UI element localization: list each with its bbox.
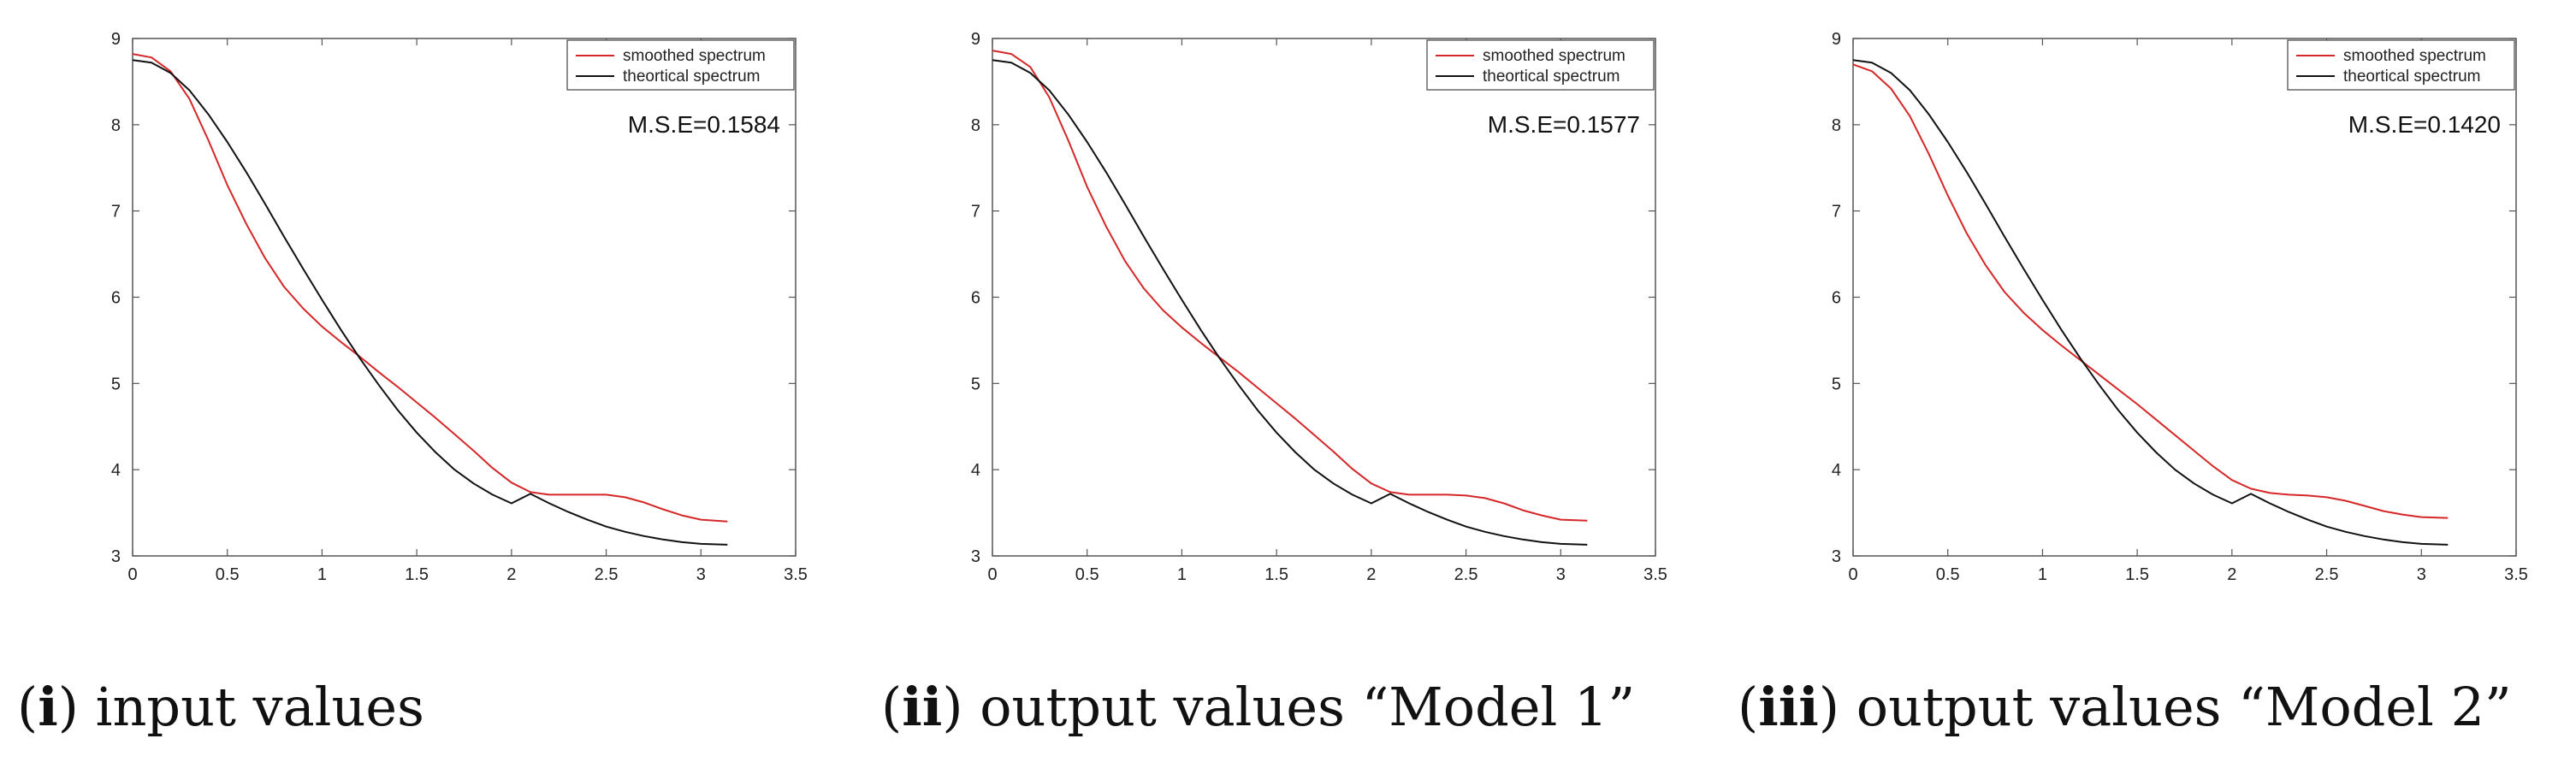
chart-3-x-tick-label: 0 (1848, 565, 1857, 584)
chart-3-series-smoothed-line (1852, 63, 2449, 519)
chart-2-series-smoothed-line (992, 50, 1588, 522)
chart-2-y-tick-label: 5 (971, 375, 980, 393)
chart-2-legend-label-theoretical: theortical spectrum (1483, 68, 1620, 86)
chart-3-x-tick-label: 1 (2038, 565, 2047, 584)
chart-3-caption: (iii) output values “Model 2” (1738, 676, 2512, 738)
chart-1-x-tick-label: 3.5 (784, 565, 808, 584)
chart-3-y-tick-label: 9 (1832, 30, 1841, 49)
chart-3-x-tick-label: 0.5 (1936, 565, 1960, 584)
chart-3-svg: 0 0.5 1 1.5 2 2.5 3 3.5 3 4 5 6 7 8 9 smoothed spectrum… (1832, 30, 2528, 584)
chart-1-x-tick-label: 1.5 (405, 565, 429, 584)
chart-1-x-tick-label: 2.5 (595, 565, 619, 584)
chart-3-caption-number: iii (1758, 676, 1819, 738)
chart-2-svg: 0 0.5 1 1.5 2 2.5 3 3.5 3 4 5 6 7 8 9 smoothed spectrum… (971, 30, 1667, 584)
chart-1-y-tick-label: 8 (111, 116, 121, 135)
chart-2-x-tick-label: 2.5 (1454, 565, 1478, 584)
chart-1-caption: (i) input values (17, 676, 424, 738)
chart-1-x-tick-label: 0 (127, 565, 137, 584)
chart-1-series-smoothed-line (132, 53, 728, 523)
chart-2-y-tick-label: 9 (971, 30, 980, 49)
chart-1-legend-box (566, 39, 795, 91)
chart-3-x-tick-label: 3.5 (2504, 565, 2528, 584)
chart-3-x-tick-label: 3 (2417, 565, 2426, 584)
chart-2-legend-box (1426, 39, 1655, 91)
chart-2-x-tick-label: 2 (1366, 565, 1376, 584)
chart-2-x-tick-label: 3 (1556, 565, 1566, 584)
chart-3-legend-label-smoothed: smoothed spectrum (2343, 47, 2486, 65)
chart-3-y-tick-label: 3 (1832, 547, 1841, 566)
chart-2-y-tick-label: 6 (971, 289, 980, 308)
chart-panel-3: 0 0.5 1 1.5 2 2.5 3 3.5 3 4 5 6 7 8 9 smoothed spectrum… (1720, 0, 2576, 780)
chart-1-caption-text: input values (95, 676, 424, 738)
chart-3-mse-annotation: M.S.E=0.1420 (2348, 111, 2501, 138)
chart-2-y-tick-label: 7 (971, 203, 980, 222)
chart-2-caption-number: ii (902, 676, 943, 738)
chart-1-x-tick-label: 2 (506, 565, 516, 584)
chart-1-y-tick-label: 7 (111, 203, 121, 222)
chart-3-series-theoretical-line (1852, 59, 2449, 546)
chart-1-y-tick-label: 6 (111, 289, 121, 308)
chart-2-series-theoretical-line (992, 59, 1588, 546)
chart-1-x-tick-label: 3 (696, 565, 706, 584)
chart-1-x-tick-label: 0.5 (216, 565, 240, 584)
chart-3-y-tick-label: 8 (1832, 116, 1841, 135)
chart-2-mse-annotation: M.S.E=0.1577 (1488, 111, 1640, 138)
chart-2-x-tick-label: 0 (987, 565, 997, 584)
chart-2-x-tick-label: 3.5 (1643, 565, 1667, 584)
chart-2-caption: (ii) output values “Model 1” (881, 676, 1636, 738)
chart-3-x-tick-label: 2.5 (2315, 565, 2339, 584)
chart-3-legend-label-theoretical: theortical spectrum (2343, 68, 2481, 86)
chart-2-x-tick-label: 1.5 (1264, 565, 1288, 584)
chart-1-x-tick-label: 1 (317, 565, 327, 584)
chart-2-y-tick-label: 3 (971, 547, 980, 566)
chart-3-y-tick-label: 6 (1832, 289, 1841, 308)
chart-1-legend-label-smoothed: smoothed spectrum (623, 47, 766, 65)
chart-1-mse-annotation: M.S.E=0.1584 (628, 111, 780, 138)
chart-3-y-tick-label: 4 (1832, 461, 1841, 480)
chart-2-legend-label-smoothed: smoothed spectrum (1483, 47, 1626, 65)
chart-1-y-tick-label: 9 (111, 30, 121, 49)
chart-1-y-tick-label: 3 (111, 547, 121, 566)
chart-3-y-tick-label: 5 (1832, 375, 1841, 393)
chart-1-svg: 0 0.5 1 1.5 2 2.5 3 3.5 3 4 5 6 7 8 9 smoothed spectrum… (111, 30, 808, 584)
chart-1-y-tick-label: 4 (111, 461, 121, 480)
chart-1-caption-number: i (38, 676, 58, 738)
chart-2-x-tick-label: 0.5 (1075, 565, 1099, 584)
chart-2-caption-text: output values “Model 1” (980, 676, 1636, 738)
chart-3-x-tick-label: 1.5 (2125, 565, 2149, 584)
chart-3-x-tick-label: 2 (2227, 565, 2236, 584)
chart-panel-1: 0 0.5 1 1.5 2 2.5 3 3.5 3 4 5 6 7 8 9 smoothed spectrum… (0, 0, 856, 780)
chart-1-y-tick-label: 5 (111, 375, 121, 393)
chart-1-series-theoretical-line (132, 59, 728, 546)
chart-2-y-tick-label: 4 (971, 461, 980, 480)
chart-2-x-tick-label: 1 (1177, 565, 1187, 584)
chart-3-y-tick-label: 7 (1832, 203, 1841, 222)
chart-panel-2: 0 0.5 1 1.5 2 2.5 3 3.5 3 4 5 6 7 8 9 smoothed spectrum… (860, 0, 1715, 780)
chart-2-y-tick-label: 8 (971, 116, 980, 135)
chart-1-legend-label-theoretical: theortical spectrum (623, 68, 761, 86)
chart-3-legend-box (2287, 39, 2515, 91)
chart-3-caption-text: output values “Model 2” (1856, 676, 2512, 738)
